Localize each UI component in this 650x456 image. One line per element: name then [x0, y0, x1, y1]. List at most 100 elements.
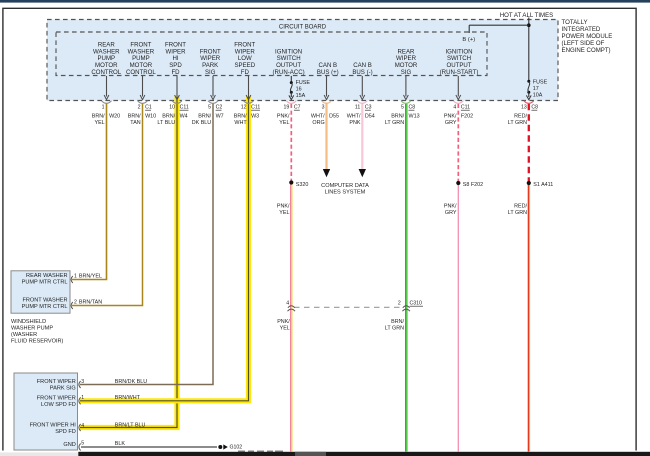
- svg-text:FRONT: FRONT: [165, 42, 186, 49]
- svg-text:WHT: WHT: [234, 120, 247, 126]
- svg-text:5: 5: [401, 104, 404, 110]
- svg-text:REAR: REAR: [398, 48, 416, 55]
- svg-text:2: 2: [138, 104, 141, 110]
- svg-text:SWITCH: SWITCH: [447, 55, 471, 62]
- svg-text:PNK/: PNK/: [277, 203, 290, 209]
- svg-text:PNK/: PNK/: [277, 113, 290, 119]
- svg-text:ORG: ORG: [312, 120, 324, 126]
- svg-text:WIPER: WIPER: [166, 48, 187, 55]
- svg-text:BRN/: BRN/: [128, 113, 141, 119]
- svg-text:W4: W4: [180, 113, 188, 119]
- svg-text:LOW SPD FD: LOW SPD FD: [41, 402, 76, 408]
- svg-text:PNK/: PNK/: [444, 203, 457, 209]
- svg-text:S320: S320: [296, 182, 309, 188]
- svg-text:YEL: YEL: [94, 120, 104, 126]
- svg-text:3: 3: [322, 104, 325, 110]
- svg-text:OUTPUT: OUTPUT: [446, 62, 471, 69]
- svg-text:GRY: GRY: [445, 120, 457, 126]
- svg-text:C2: C2: [216, 104, 223, 110]
- svg-text:W10: W10: [145, 113, 156, 119]
- svg-text:WIPER: WIPER: [200, 55, 221, 62]
- svg-text:BRN/: BRN/: [391, 113, 404, 119]
- svg-text:FRONT: FRONT: [200, 48, 221, 55]
- svg-text:CONTROL: CONTROL: [126, 69, 156, 76]
- svg-text:IGNITION: IGNITION: [275, 48, 302, 55]
- svg-text:S1 A411: S1 A411: [533, 182, 553, 188]
- svg-text:MOTOR: MOTOR: [395, 62, 418, 69]
- svg-text:LOW: LOW: [238, 55, 252, 62]
- svg-text:W7: W7: [216, 113, 224, 119]
- svg-text:TAN: TAN: [130, 120, 140, 126]
- svg-text:(RUN-START): (RUN-START): [440, 69, 479, 76]
- svg-text:15A: 15A: [296, 93, 306, 99]
- svg-text:PUMP MTR CTRL: PUMP MTR CTRL: [22, 279, 68, 285]
- svg-text:HOT AT ALL TIMES: HOT AT ALL TIMES: [500, 12, 554, 19]
- svg-text:PUMP MTR CTRL: PUMP MTR CTRL: [22, 304, 68, 310]
- svg-text:LT GRN: LT GRN: [385, 120, 404, 126]
- svg-text:BLK: BLK: [115, 441, 126, 447]
- svg-text:CIRCUIT BOARD: CIRCUIT BOARD: [279, 24, 327, 30]
- svg-text:PUMP: PUMP: [132, 55, 150, 62]
- svg-text:W20: W20: [109, 113, 120, 119]
- svg-text:CAN B: CAN B: [318, 62, 337, 69]
- svg-text:C8: C8: [409, 104, 416, 110]
- svg-text:(LEFT SIDE OF: (LEFT SIDE OF: [562, 40, 605, 47]
- svg-text:CAN B: CAN B: [353, 62, 372, 69]
- svg-text:BRN/: BRN/: [92, 113, 105, 119]
- svg-text:(RUN-ACC): (RUN-ACC): [273, 69, 305, 76]
- svg-text:WHT/: WHT/: [311, 113, 325, 119]
- svg-text:19: 19: [284, 104, 290, 110]
- svg-text:B (+): B (+): [462, 37, 475, 43]
- svg-text:W13: W13: [409, 113, 420, 119]
- svg-text:PARK SIG: PARK SIG: [50, 385, 76, 391]
- svg-text:PNK/: PNK/: [277, 319, 290, 325]
- svg-text:LT GRN: LT GRN: [508, 210, 527, 216]
- svg-text:17: 17: [533, 86, 539, 92]
- svg-text:BRN/TAN: BRN/TAN: [79, 300, 102, 306]
- svg-text:MOTOR: MOTOR: [95, 62, 118, 69]
- svg-text:W3: W3: [251, 113, 259, 119]
- svg-text:BUS (+): BUS (+): [317, 69, 339, 76]
- svg-text:FUSE: FUSE: [533, 80, 548, 86]
- svg-text:FRONT WIPER HI: FRONT WIPER HI: [30, 423, 77, 429]
- svg-text:ENGINE COMPT): ENGINE COMPT): [562, 47, 611, 54]
- svg-text:F202: F202: [461, 113, 473, 119]
- svg-text:10A: 10A: [533, 93, 543, 99]
- svg-text:D54: D54: [365, 113, 375, 119]
- svg-text:2: 2: [74, 300, 77, 306]
- svg-text:C11: C11: [180, 104, 189, 110]
- svg-text:16: 16: [296, 86, 302, 92]
- svg-text:TOTALLY: TOTALLY: [562, 19, 588, 26]
- svg-text:10: 10: [169, 104, 175, 110]
- svg-text:C7: C7: [294, 104, 301, 110]
- svg-text:4: 4: [286, 300, 289, 306]
- svg-text:BRN/YEL: BRN/YEL: [79, 274, 102, 280]
- svg-text:BRN/: BRN/: [234, 113, 247, 119]
- svg-text:WASHER: WASHER: [128, 48, 155, 55]
- svg-text:S8 F202: S8 F202: [463, 182, 483, 188]
- svg-text:C3: C3: [365, 104, 372, 110]
- svg-text:SIG: SIG: [205, 69, 216, 76]
- svg-text:5: 5: [208, 104, 211, 110]
- svg-text:PUMP: PUMP: [97, 55, 115, 62]
- svg-text:REAR WASHER: REAR WASHER: [26, 273, 67, 279]
- svg-text:OUTPUT: OUTPUT: [276, 62, 301, 69]
- svg-text:4: 4: [453, 104, 456, 110]
- svg-text:1: 1: [81, 395, 84, 401]
- svg-text:WINDSHIELD: WINDSHIELD: [11, 319, 46, 325]
- svg-text:(WASHER: (WASHER: [11, 332, 37, 338]
- svg-text:BUS (-): BUS (-): [352, 69, 372, 76]
- svg-text:BRN/: BRN/: [162, 113, 175, 119]
- svg-text:FD: FD: [171, 69, 180, 76]
- svg-text:BRN/WHT: BRN/WHT: [115, 395, 141, 401]
- svg-text:REAR: REAR: [98, 42, 116, 49]
- svg-text:INTEGRATED: INTEGRATED: [562, 26, 601, 33]
- svg-text:GRY: GRY: [445, 210, 457, 216]
- svg-text:POWER MODULE: POWER MODULE: [562, 33, 613, 40]
- svg-text:LINES SYSTEM: LINES SYSTEM: [325, 189, 366, 195]
- svg-text:BRN/LT BLU: BRN/LT BLU: [115, 422, 146, 428]
- svg-text:FRONT WIPER: FRONT WIPER: [37, 379, 76, 385]
- svg-text:WIPER: WIPER: [235, 48, 256, 55]
- svg-text:C11: C11: [251, 104, 260, 110]
- svg-text:FUSE: FUSE: [296, 80, 311, 86]
